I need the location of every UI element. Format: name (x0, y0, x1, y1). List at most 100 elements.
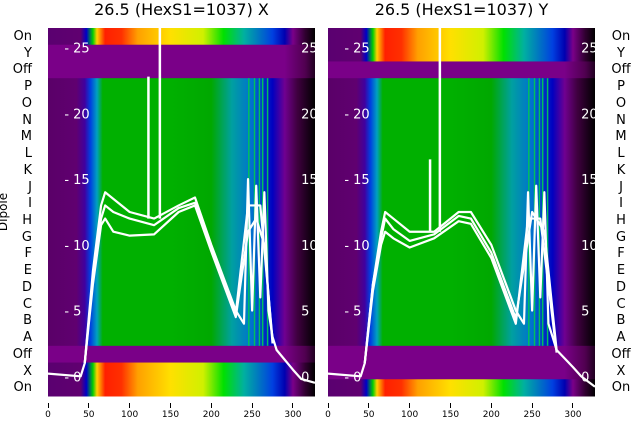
overlay-ytick-left: - 25 (64, 42, 89, 57)
heatmap-row-M (328, 128, 595, 146)
row-label: A (23, 330, 32, 346)
overlay-ytick-right: 25 (301, 42, 318, 57)
heatmap-row-C (328, 295, 595, 313)
heatmap-row-On (48, 28, 315, 46)
row-label: Off (12, 346, 32, 362)
row-label: K (616, 162, 626, 178)
heatmap-row-L (48, 145, 315, 163)
heatmap-row-C (48, 295, 315, 313)
heatmap-row-M (48, 128, 315, 146)
row-label: N (616, 112, 626, 128)
heatmap-row-I (328, 195, 595, 213)
overlay-ytick-left: - 10 (64, 239, 89, 254)
row-label: O (615, 95, 627, 111)
heatmap-row-Off (48, 345, 315, 364)
x-tick-label: 0 (313, 403, 343, 420)
heatmap-row-P (48, 78, 315, 96)
heatmap-row-Off (328, 345, 595, 364)
heatmap-row-H (328, 212, 595, 230)
row-label: C (616, 296, 626, 312)
overlay-ytick-right: 5 (581, 305, 589, 320)
heatmap-row-Off (48, 61, 315, 79)
row-label: On (611, 29, 631, 44)
overlay-ytick-right: 20 (301, 107, 318, 122)
row-label: I (28, 196, 32, 212)
row-label: D (615, 279, 626, 295)
x-tick-label: 50 (354, 403, 384, 420)
heatmap-row-Off (328, 61, 595, 79)
row-label: Off (12, 62, 32, 78)
left-chart-title: 26.5 (HexS1=1037) X (94, 0, 269, 19)
row-label: E (23, 263, 32, 279)
streak (546, 78, 549, 346)
streak (258, 78, 261, 346)
overlay-ytick-left: - 0 (344, 370, 361, 385)
overlay-ytick-left: - 15 (344, 173, 369, 188)
row-label: M (20, 129, 32, 145)
right-chart-title: 26.5 (HexS1=1037) Y (374, 0, 549, 19)
row-label: Off (611, 346, 631, 362)
heatmap-row-D (328, 278, 595, 297)
row-label: A (616, 330, 626, 346)
row-label: On (611, 380, 631, 396)
row-label: B (23, 313, 32, 329)
overlay-ytick-left: - 5 (344, 305, 361, 320)
overlay-ytick-right: 10 (301, 239, 318, 254)
overlay-ytick-left: - 25 (344, 42, 369, 57)
x-tick-label: 100 (395, 403, 425, 420)
heatmap-row-H (48, 212, 315, 230)
x-tick-label: 0 (33, 403, 63, 420)
overlay-ytick-right: 0 (581, 370, 589, 385)
overlay-ytick-left: - 10 (344, 239, 369, 254)
row-label: Y (617, 45, 625, 61)
overlay-ytick-right: 15 (581, 173, 598, 188)
overlay-ytick-left: - 0 (64, 370, 81, 385)
x-tick-label: 200 (476, 403, 506, 420)
row-label: J (619, 179, 623, 195)
heatmap-row-Y (48, 44, 315, 62)
x-tick-label: 250 (517, 403, 547, 420)
row-label: X (616, 363, 626, 379)
x-tick-label: 150 (155, 403, 185, 420)
heatmap-row-E (328, 262, 595, 280)
overlay-ytick-left: - 5 (64, 305, 81, 320)
row-label: N (22, 112, 32, 128)
x-tick-label: 150 (435, 403, 465, 420)
row-label: G (21, 229, 32, 245)
x-tick-label: 300 (278, 403, 308, 420)
row-label: H (616, 213, 626, 228)
overlay-ytick-left: - 20 (64, 107, 89, 122)
x-tick-label: 100 (115, 403, 145, 420)
overlay-line (363, 217, 558, 364)
row-label: I (619, 196, 623, 212)
row-label: X (23, 363, 32, 379)
row-label: G (615, 229, 627, 245)
heatmap-row-D (48, 278, 315, 297)
overlay-ytick-right: 5 (301, 305, 309, 320)
row-label: H (22, 213, 32, 228)
row-label: F (24, 246, 32, 262)
row-label: P (24, 79, 32, 95)
heatmap-row-X (328, 362, 595, 380)
overlay-line (83, 201, 274, 364)
streak (538, 78, 541, 346)
x-tick-label: 200 (196, 403, 226, 420)
overlay-ytick-left: - 15 (64, 173, 89, 188)
row-label: F (617, 246, 625, 262)
row-label: B (616, 313, 626, 329)
overlay-ytick-left: - 20 (344, 107, 369, 122)
x-tick-label: 250 (237, 403, 267, 420)
heatmap-row-On (328, 28, 595, 46)
row-label: D (21, 279, 32, 295)
row-label: Off (611, 62, 631, 78)
row-label: K (23, 162, 32, 178)
row-label: E (616, 263, 626, 279)
left-heatmap-panel: - 0 0 - 5 5 - 10 10 - 15 15 - 20 20 - 25 25 (47, 28, 318, 397)
overlay-ytick-right: 20 (581, 107, 598, 122)
row-label: M (615, 129, 627, 145)
heatmap-row-X (48, 362, 315, 380)
row-label: On (13, 29, 32, 44)
heatmap-row-P (328, 78, 595, 96)
x-tick-label: 50 (74, 403, 104, 420)
overlay-ytick-right: 15 (301, 173, 318, 188)
